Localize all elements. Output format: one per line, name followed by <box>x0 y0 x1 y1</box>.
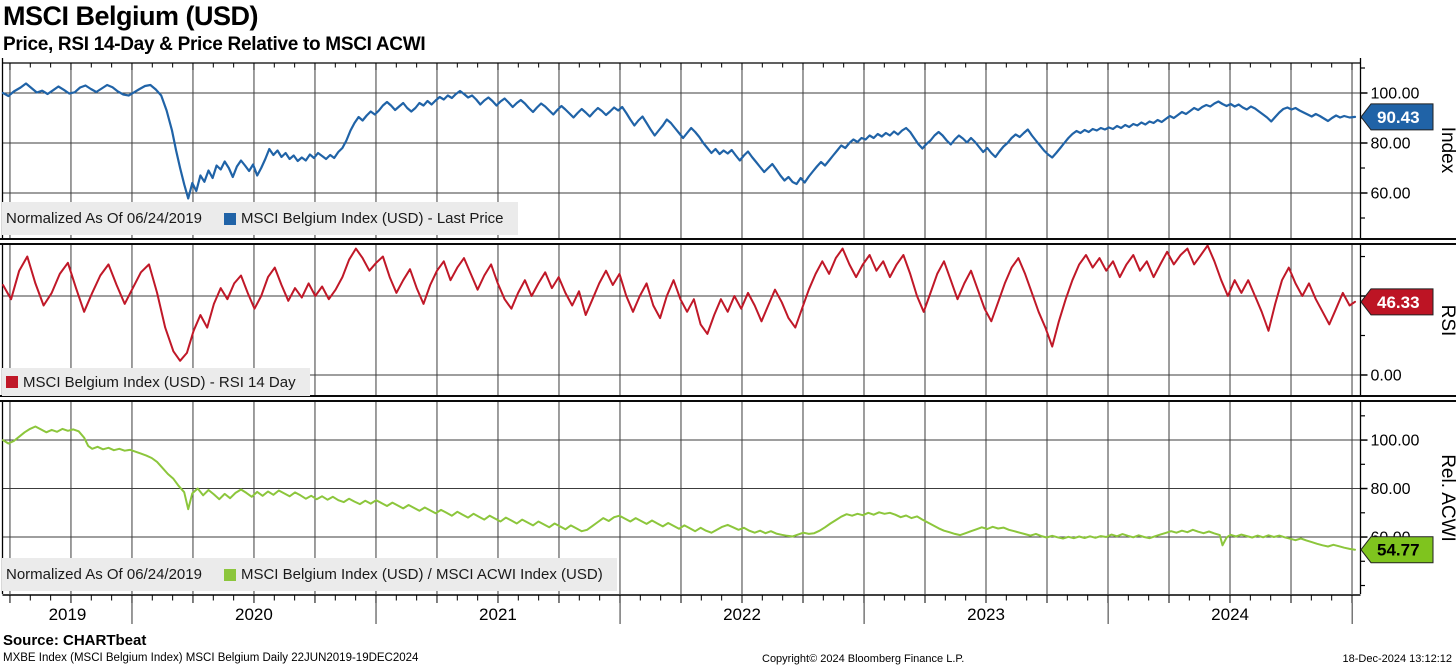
year-label: 2023 <box>967 605 1005 624</box>
relative-last-value-badge <box>1360 536 1434 564</box>
price-last-value: 90.43 <box>1377 108 1420 127</box>
y-tick-label: 80.00 <box>1371 136 1411 153</box>
normalized-note: Normalized As Of 06/24/2019 <box>6 210 202 227</box>
timestamp: 18-Dec-2024 13:12:12 <box>1342 653 1452 665</box>
rsi-series-swatch <box>6 376 18 388</box>
price-last-value-badge <box>1360 103 1434 131</box>
year-label: 2020 <box>235 605 273 624</box>
rsi-legend-label: MSCI Belgium Index (USD) - RSI 14 Day <box>23 373 296 391</box>
source-label: Source: CHARTbeat <box>3 632 147 649</box>
y-axis-title: Index <box>1437 127 1456 174</box>
year-label: 2019 <box>49 605 87 624</box>
relative-legend[interactable]: Normalized As Of 06/24/2019 MSCI Belgium… <box>2 558 617 591</box>
y-tick-label: 0.00 <box>1371 367 1402 384</box>
relative-last-value: 54.77 <box>1377 541 1420 560</box>
panel-separator <box>0 238 1456 245</box>
y-axis-title: RSI <box>1437 305 1456 337</box>
normalized-note: Normalized As Of 06/24/2019 <box>6 566 202 583</box>
y-axis-title: Rel. ACWI <box>1437 454 1456 542</box>
price-series-line <box>1 82 1357 200</box>
panel-separator <box>0 395 1456 402</box>
rsi-legend[interactable]: MSCI Belgium Index (USD) - RSI 14 Day <box>2 368 310 396</box>
year-label: 2022 <box>723 605 761 624</box>
rsi-last-value-badge <box>1360 288 1434 316</box>
rsi-series-line <box>2 245 1356 362</box>
y-tick-label: 100.00 <box>1371 433 1420 450</box>
x-axis: 2019 2020 2021 2022 2023 2024 <box>2 594 1361 624</box>
year-label: 2024 <box>1211 605 1249 624</box>
relative-legend-label: MSCI Belgium Index (USD) / MSCI ACWI Ind… <box>240 566 603 583</box>
chart-title: MSCI Belgium (USD) <box>3 1 259 31</box>
relative-series-line <box>2 425 1356 551</box>
price-series-swatch <box>223 212 236 225</box>
copyright: Copyright© 2024 Bloomberg Finance L.P. <box>762 653 965 665</box>
rsi-last-value: 46.33 <box>1377 293 1420 312</box>
relative-series-swatch <box>223 568 236 581</box>
y-tick-label: 100.00 <box>1371 86 1420 103</box>
price-legend-label: MSCI Belgium Index (USD) - Last Price <box>240 210 504 227</box>
price-legend[interactable]: Normalized As Of 06/24/2019 MSCI Belgium… <box>2 202 518 235</box>
security-info: MXBE Index (MSCI Belgium Index) MSCI Bel… <box>3 652 419 664</box>
year-label: 2021 <box>479 605 517 624</box>
y-tick-label: 80.00 <box>1371 481 1411 498</box>
chart-subtitle: Price, RSI 14-Day & Price Relative to MS… <box>3 34 426 55</box>
y-tick-label: 60.00 <box>1371 186 1411 203</box>
